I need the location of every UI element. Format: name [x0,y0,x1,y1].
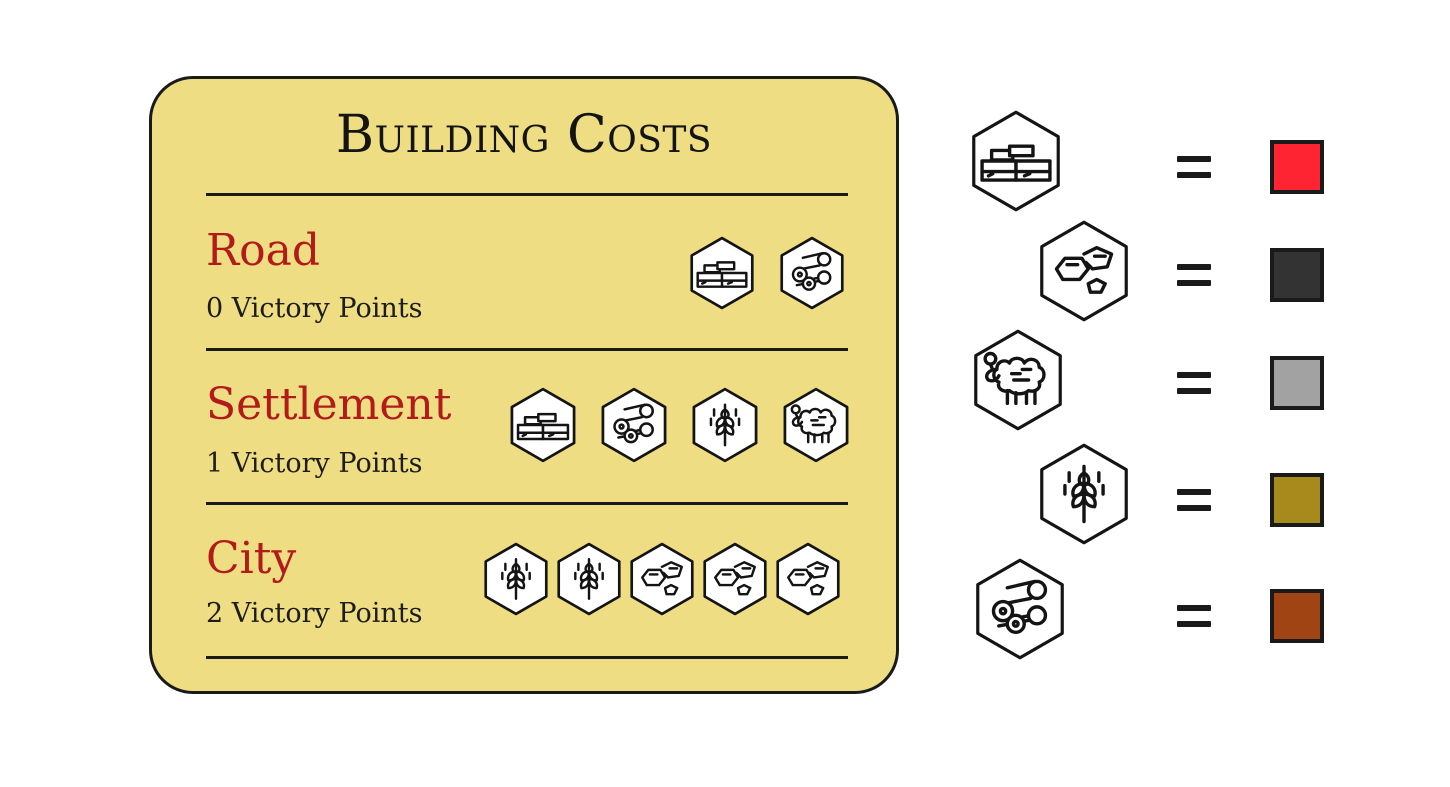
grain-icon [478,541,554,617]
lumber-icon [595,386,673,464]
equals-sign [1177,485,1211,515]
lumber-icon [774,235,850,311]
divider [206,502,848,505]
brick-icon [963,108,1069,214]
divider [206,193,848,196]
wool-icon [777,386,855,464]
color-swatch [1270,589,1324,643]
color-swatch [1270,473,1324,527]
row-name-city: City [206,533,297,584]
grain-icon [1031,441,1137,547]
ore-icon [1031,218,1137,324]
row-name-road: Road [206,225,321,276]
equals-sign [1177,368,1211,398]
equals-sign [1177,260,1211,290]
divider [206,348,848,351]
wool-icon [965,327,1071,433]
equals-sign [1177,601,1211,631]
row-victory-points-city: 2 Victory Points [206,598,423,629]
building-costs-card: Building Costs Road 0 Victory Points [149,76,899,694]
brick-icon [684,235,760,311]
lumber-icon [967,556,1073,662]
row-name-settlement: Settlement [206,379,452,430]
ore-icon [624,541,700,617]
equals-sign [1177,152,1211,182]
divider [206,656,848,659]
row-victory-points-settlement: 1 Victory Points [206,448,423,479]
row-victory-points-road: 0 Victory Points [206,293,423,324]
grain-icon [686,386,764,464]
color-swatch [1270,140,1324,194]
ore-icon [770,541,846,617]
ore-icon [697,541,773,617]
color-swatch [1270,356,1324,410]
color-swatch [1270,248,1324,302]
brick-icon [504,386,582,464]
card-title: Building Costs [335,105,713,165]
grain-icon [551,541,627,617]
